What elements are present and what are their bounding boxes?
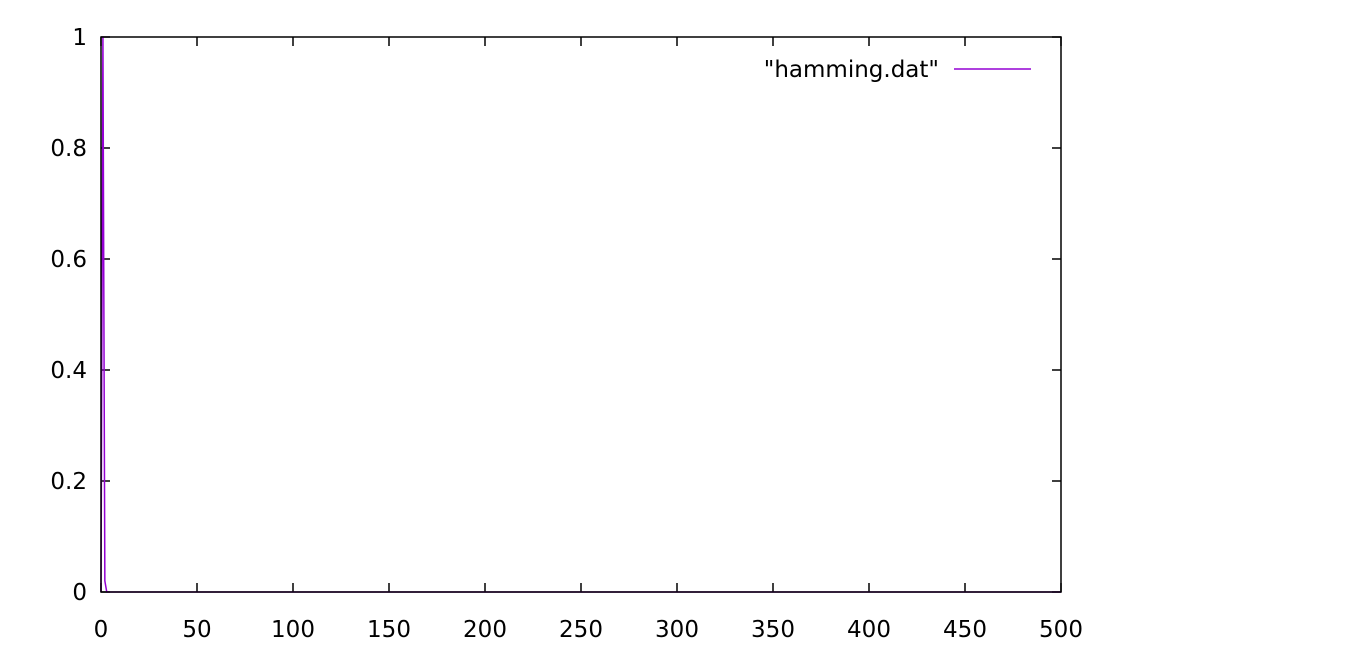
legend-entry-label: "hamming.dat" [764, 57, 939, 83]
y-tick-label: 0.4 [50, 358, 87, 384]
x-axis-ticks: 0 50 100 150 200 250 300 350 400 450 500 [94, 37, 1083, 643]
y-tick-label: 1 [72, 25, 87, 51]
y-tick-label: 0.8 [50, 136, 87, 162]
series-line-0 [100, 36, 1061, 593]
legend: "hamming.dat" [764, 57, 1031, 83]
x-tick-label: 500 [1039, 617, 1083, 643]
x-tick-label: 250 [559, 617, 603, 643]
x-tick-label: 450 [943, 617, 987, 643]
x-tick-label: 350 [751, 617, 795, 643]
y-tick-label: 0.6 [50, 247, 87, 273]
x-tick-label: 50 [182, 617, 211, 643]
x-tick-label: 400 [847, 617, 891, 643]
y-axis-ticks: 0 0.2 0.4 0.6 0.8 1 [50, 25, 1061, 606]
series-layer [100, 36, 1061, 593]
plot-frame [100, 36, 1062, 593]
x-tick-label: 200 [463, 617, 507, 643]
y-tick-label: 0 [72, 580, 87, 606]
y-tick-label: 0.2 [50, 469, 87, 495]
x-tick-label: 150 [367, 617, 411, 643]
x-tick-label: 0 [94, 617, 109, 643]
x-tick-label: 300 [655, 617, 699, 643]
x-tick-label: 100 [271, 617, 315, 643]
